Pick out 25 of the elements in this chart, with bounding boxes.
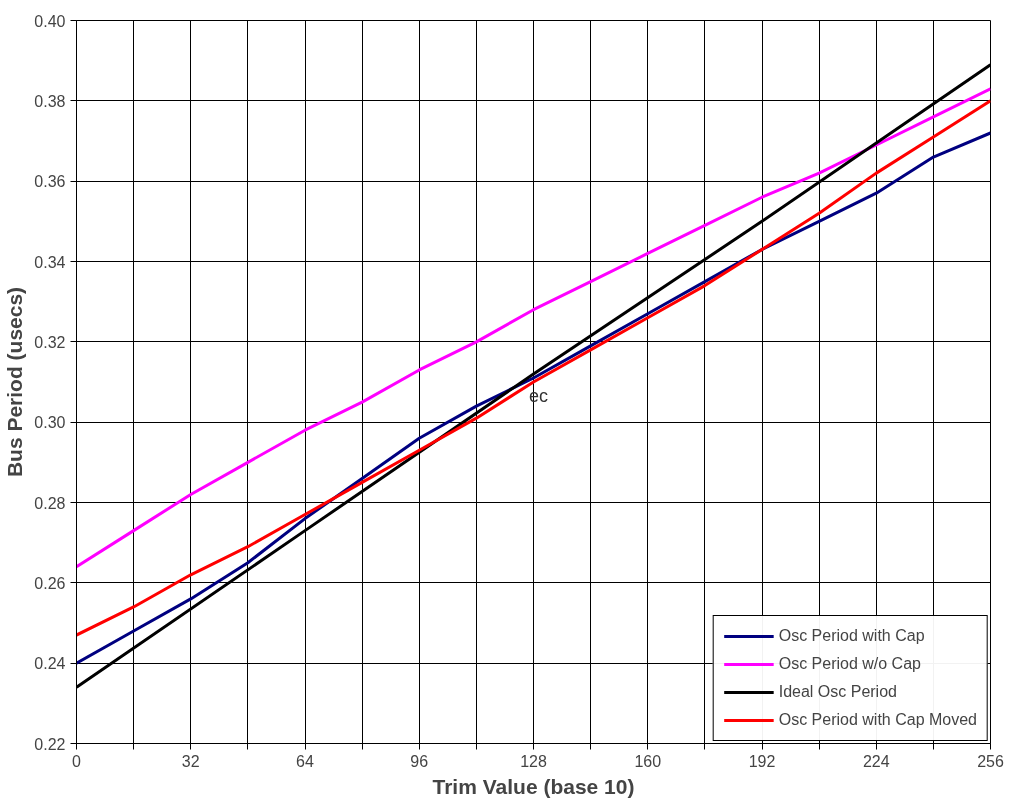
x-tick-label: 64 <box>296 752 314 770</box>
x-tick-label: 160 <box>634 752 662 770</box>
y-tick-label: 0.40 <box>34 12 66 30</box>
x-tick-label: 128 <box>520 752 547 770</box>
y-tick-label: 0.32 <box>34 333 66 351</box>
y-tick-label: 0.34 <box>34 253 66 271</box>
y-tick-label: 0.24 <box>34 655 66 673</box>
x-tick-label: 0 <box>72 752 82 770</box>
x-tick-label: 224 <box>862 752 890 770</box>
y-tick-label: 0.36 <box>34 173 66 191</box>
y-tick-label: 0.38 <box>34 92 66 110</box>
x-axis-title: Trim Value (base 10) <box>432 774 635 798</box>
x-tick-label: 256 <box>977 752 1004 770</box>
y-axis-title: Bus Period (usecs) <box>3 286 27 478</box>
x-tick-label: 96 <box>410 752 429 770</box>
legend-label: Osc Period with Cap Moved <box>778 711 977 729</box>
y-tick-label: 0.30 <box>34 414 66 432</box>
y-tick-label: 0.26 <box>34 574 66 592</box>
y-tick-label: 0.28 <box>34 494 66 512</box>
legend-label: Ideal Osc Period <box>778 683 897 701</box>
x-tick-label: 32 <box>181 752 200 770</box>
x-tick-label: 192 <box>748 752 776 770</box>
legend-label: Osc Period with Cap <box>778 627 925 645</box>
legend-label: Osc Period w/o Cap <box>778 655 921 673</box>
y-tick-label: 0.22 <box>34 735 66 753</box>
